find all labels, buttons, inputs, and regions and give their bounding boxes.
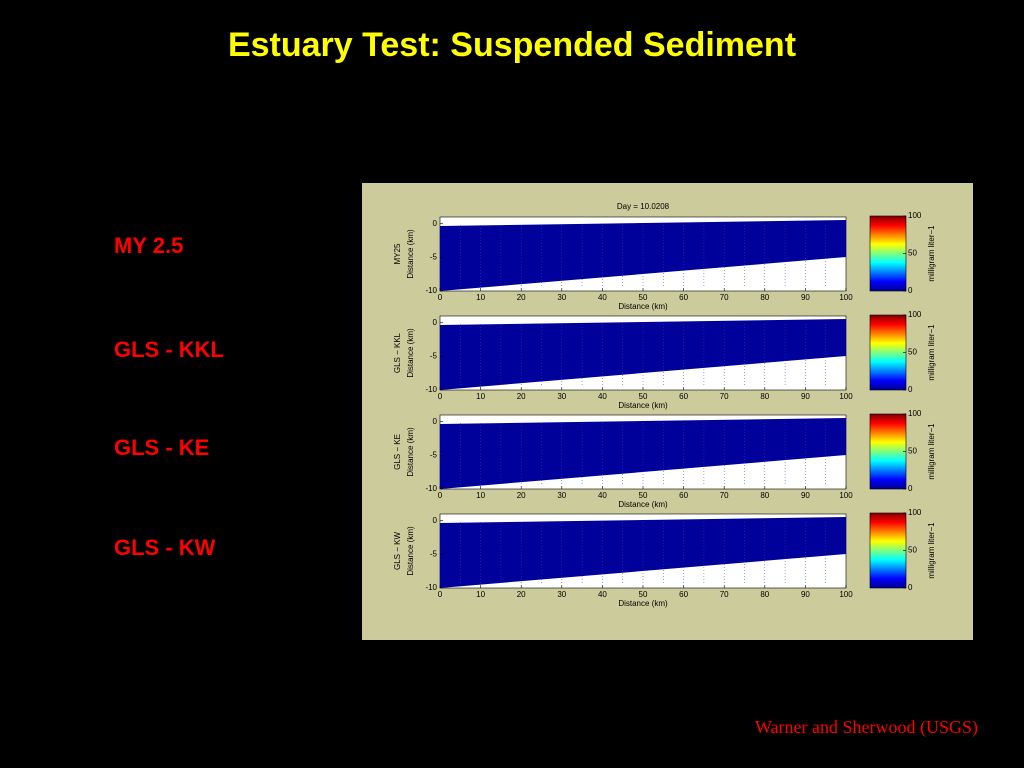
x-tick-label: 40	[598, 590, 607, 599]
x-tick-label: 70	[720, 590, 729, 599]
colorbar	[869, 512, 907, 589]
x-tick-label: 80	[760, 392, 769, 401]
x-tick-label: 90	[801, 590, 810, 599]
x-tick-label: 80	[760, 590, 769, 599]
x-tick-label: 30	[557, 293, 566, 302]
x-tick-label: 0	[438, 293, 443, 302]
x-tick-label: 20	[517, 392, 526, 401]
colorbar-tick-label: 100	[908, 211, 922, 220]
x-tick-label: 40	[598, 392, 607, 401]
y-tick-label: -5	[430, 252, 438, 261]
x-tick-label: 20	[517, 491, 526, 500]
x-tick-label: 60	[679, 392, 688, 401]
x-tick-label: 50	[639, 491, 648, 500]
x-tick-label: 90	[801, 392, 810, 401]
figure-title: Day = 10.0208	[617, 202, 670, 211]
y-tick-label: -10	[425, 583, 437, 592]
x-tick-label: 60	[679, 293, 688, 302]
x-tick-label: 100	[839, 392, 853, 401]
colorbar-label: milligram liter−1	[927, 522, 936, 579]
x-tick-label: 30	[557, 392, 566, 401]
x-tick-label: 30	[557, 590, 566, 599]
colorbar-tick-label: 100	[908, 310, 922, 319]
x-tick-label: 100	[839, 491, 853, 500]
colorbar-tick-label: 0	[908, 286, 913, 295]
x-axis-label: Distance (km)	[618, 401, 668, 410]
y-axis-label: Distance (km)	[406, 526, 415, 576]
colorbar-label: milligram liter−1	[927, 225, 936, 282]
x-tick-label: 0	[438, 590, 443, 599]
colorbar-label: milligram liter−1	[927, 423, 936, 480]
x-tick-label: 40	[598, 491, 607, 500]
x-tick-label: 10	[476, 293, 485, 302]
x-tick-label: 80	[760, 491, 769, 500]
x-tick-label: 0	[438, 491, 443, 500]
x-tick-label: 60	[679, 590, 688, 599]
x-tick-label: 30	[557, 491, 566, 500]
x-tick-label: 70	[720, 293, 729, 302]
x-tick-label: 20	[517, 293, 526, 302]
x-tick-label: 50	[639, 293, 648, 302]
x-tick-label: 100	[839, 293, 853, 302]
colorbar-tick-label: 50	[908, 348, 917, 357]
model-label: GLS - KE	[114, 435, 210, 460]
x-tick-label: 80	[760, 293, 769, 302]
x-axis-label: Distance (km)	[618, 302, 668, 311]
x-axis-label: Distance (km)	[618, 599, 668, 608]
colorbar-label: milligram liter−1	[927, 324, 936, 381]
credit: Warner and Sherwood (USGS)	[754, 717, 978, 737]
colorbar-tick-label: 50	[908, 447, 917, 456]
colorbar	[869, 215, 907, 292]
x-tick-label: 100	[839, 590, 853, 599]
y-tick-label: -5	[430, 450, 438, 459]
y-tick-label: -10	[425, 385, 437, 394]
x-tick-label: 10	[476, 590, 485, 599]
x-tick-label: 20	[517, 590, 526, 599]
y-tick-label: 0	[433, 516, 438, 525]
panel-label: GLS − KE	[393, 434, 402, 470]
x-tick-label: 10	[476, 491, 485, 500]
x-tick-label: 10	[476, 392, 485, 401]
y-tick-label: -5	[430, 351, 438, 360]
model-label: GLS - KKL	[114, 337, 224, 362]
y-tick-label: -10	[425, 484, 437, 493]
x-tick-label: 40	[598, 293, 607, 302]
x-axis-label: Distance (km)	[618, 500, 668, 509]
x-tick-label: 90	[801, 293, 810, 302]
x-tick-label: 60	[679, 491, 688, 500]
colorbar-tick-label: 0	[908, 484, 913, 493]
model-label: GLS - KW	[114, 535, 216, 560]
colorbar-tick-label: 0	[908, 583, 913, 592]
x-tick-label: 0	[438, 392, 443, 401]
y-tick-label: 0	[433, 417, 438, 426]
colorbar-tick-label: 100	[908, 508, 922, 517]
x-tick-label: 50	[639, 590, 648, 599]
panel-label: GLS − KW	[393, 532, 402, 570]
y-tick-label: 0	[433, 318, 438, 327]
y-axis-label: Distance (km)	[406, 328, 415, 378]
y-tick-label: -5	[430, 549, 438, 558]
x-tick-label: 90	[801, 491, 810, 500]
y-tick-label: 0	[433, 219, 438, 228]
y-axis-label: Distance (km)	[406, 427, 415, 477]
y-tick-label: -10	[425, 286, 437, 295]
x-tick-label: 70	[720, 491, 729, 500]
colorbar-tick-label: 50	[908, 546, 917, 555]
model-label: MY 2.5	[114, 233, 184, 258]
panel-label: MY25	[393, 243, 402, 264]
colorbar	[869, 314, 907, 391]
colorbar-tick-label: 50	[908, 249, 917, 258]
y-axis-label: Distance (km)	[406, 229, 415, 279]
colorbar-tick-label: 0	[908, 385, 913, 394]
x-tick-label: 70	[720, 392, 729, 401]
colorbar	[869, 413, 907, 490]
panel-label: GLS − KKL	[393, 332, 402, 373]
slide-title: Estuary Test: Suspended Sediment	[227, 26, 797, 64]
x-tick-label: 50	[639, 392, 648, 401]
colorbar-tick-label: 100	[908, 409, 922, 418]
